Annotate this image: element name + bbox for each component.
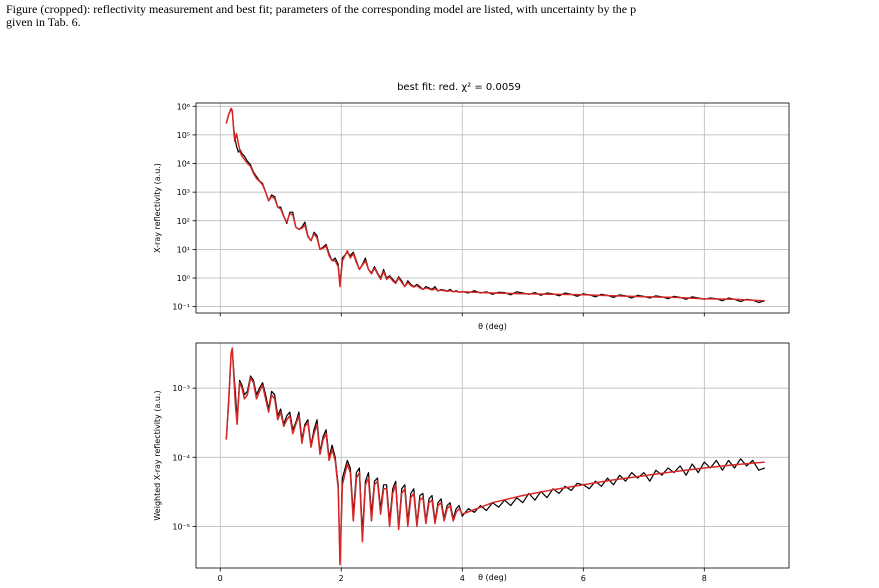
series-line-fit: [225, 347, 765, 566]
caption-line-2: given in Tab. 6.: [6, 15, 81, 29]
top-ticks: 10⁻¹ 10⁰ 10¹ 10² 10³ 10⁴ 10⁵ 10⁶: [172, 102, 705, 317]
y-tick-label: 10⁴: [177, 160, 190, 169]
y-tick-label: 10⁶: [177, 102, 190, 111]
series-line-measured: [225, 349, 766, 564]
caption-line-1: Figure (cropped): reflectivity measureme…: [6, 5, 637, 16]
x-tick-label: 0: [218, 574, 223, 583]
y-tick-label: 10⁵: [177, 131, 190, 140]
y-tick-label: 10⁻⁵: [172, 522, 190, 531]
y-tick-label: 10²: [177, 217, 190, 226]
x-tick-label: 2: [339, 574, 344, 583]
top-x-axis-label: θ (deg): [478, 322, 507, 331]
bottom-ticks: 0 2 4 6 8 10⁻⁵ 10⁻⁴ 10⁻³: [172, 384, 706, 583]
y-tick-label: 10⁰: [177, 274, 190, 283]
top-y-axis-label: X-ray reflectivity (a.u.): [153, 163, 162, 253]
top-grid: [196, 103, 789, 313]
x-tick-label: 6: [581, 574, 586, 583]
chart-title: best fit: red. χ² = 0.0059: [397, 82, 521, 93]
x-tick-label: 4: [460, 574, 465, 583]
bottom-axes-frame: [195, 342, 790, 569]
bottom-y-axis-label: Weighted X-ray reflectivity (a.u.): [153, 390, 162, 520]
bottom-axes: 0 2 4 6 8 10⁻⁵ 10⁻⁴ 10⁻³ θ (deg) Weighted X-ray…: [153, 342, 790, 583]
y-tick-label: 10⁻¹: [172, 303, 190, 312]
y-tick-label: 10⁻³: [172, 384, 190, 393]
bottom-series: [225, 347, 766, 566]
document-text-fragment: Figure (cropped): reflectivity measureme…: [6, 5, 878, 45]
bottom-grid: [196, 343, 789, 568]
top-axes-frame: [195, 102, 790, 314]
top-axes: 10⁻¹ 10⁰ 10¹ 10² 10³ 10⁴ 10⁵ 10⁶ θ (deg) X-ray …: [153, 102, 790, 331]
bottom-x-axis-label: θ (deg): [478, 573, 507, 582]
x-tick-label: 8: [702, 574, 707, 583]
y-tick-label: 10¹: [177, 245, 190, 254]
y-tick-label: 10³: [177, 188, 190, 197]
top-series: [225, 107, 765, 304]
y-tick-label: 10⁻⁴: [172, 453, 190, 462]
series-line-fit: [225, 107, 765, 302]
series-line-measured: [225, 108, 765, 304]
